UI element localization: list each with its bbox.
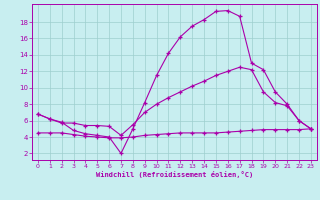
X-axis label: Windchill (Refroidissement éolien,°C): Windchill (Refroidissement éolien,°C): [96, 171, 253, 178]
